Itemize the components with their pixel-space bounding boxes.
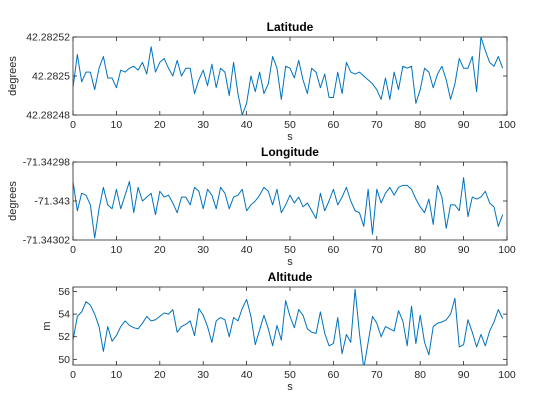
altitude-plot-area [72,286,508,366]
longitude-y-tick-label: -71.34298 [23,157,70,169]
latitude-chart: 0 10 20 30 40 50 60 70 80 90 100 42.28248 42.2825 42.… [7,20,516,143]
altitude-y-tick-label: 50 [58,354,70,366]
longitude-y-axis-label: degrees [7,181,19,221]
longitude-x-tick-label: 50 [284,244,296,256]
altitude-x-tick-label: 50 [284,369,296,381]
altitude-x-tick-label: 30 [197,369,209,381]
latitude-x-tick-label: 50 [284,119,296,131]
longitude-x-tick-label: 40 [241,244,253,256]
longitude-plot-area [72,161,508,241]
latitude-x-tick-label: 90 [458,119,470,131]
altitude-y-tick-label: 54 [58,309,70,321]
altitude-y-tick-label: 56 [58,286,70,298]
longitude-chart-title: Longitude [261,145,319,159]
altitude-x-tick-label: 40 [241,369,253,381]
latitude-x-tick-label: 70 [371,119,383,131]
altitude-y-axis-label: m [41,321,53,330]
altitude-y-tick-label: 52 [58,331,70,343]
altitude-x-tick-label: 70 [371,369,383,381]
latitude-y-axis-label: degrees [7,56,19,96]
latitude-x-tick-label: 0 [70,119,76,131]
latitude-x-tick-label: 80 [414,119,426,131]
altitude-x-tick-label: 80 [414,369,426,381]
latitude-y-tick-label: 42.28252 [26,32,70,44]
latitude-y-tick-label: 42.28248 [26,110,70,122]
longitude-x-tick-label: 90 [458,244,470,256]
altitude-chart: 0 10 20 30 40 50 60 70 80 90 100 50 52 54 56 Altitude s m [41,270,516,393]
altitude-x-tick-label: 0 [70,369,76,381]
charts: 0 10 20 30 40 50 60 70 80 90 10042.2824842.282542.… [7,20,516,393]
latitude-x-tick-label: 100 [498,119,516,131]
latitude-x-tick-label: 30 [197,119,209,131]
longitude-y-tick-label: -71.343 [34,196,70,208]
latitude-x-axis-label: s [287,131,293,143]
longitude-chart: 0 10 20 30 40 50 60 70 80 90 100 -71.34302 -71.343 -7… [7,145,516,268]
longitude-x-tick-label: 0 [70,244,76,256]
longitude-x-tick-label: 10 [111,244,123,256]
altitude-x-tick-label: 10 [111,369,123,381]
latitude-series-line [73,37,504,115]
longitude-series-line [73,177,504,239]
longitude-x-tick-label: 70 [371,244,383,256]
latitude-x-tick-label: 10 [111,119,123,131]
longitude-x-axis-label: s [287,256,293,268]
altitude-x-tick-label: 90 [458,369,470,381]
latitude-x-tick-label: 20 [154,119,166,131]
longitude-x-tick-label: 100 [498,244,516,256]
latitude-x-tick-label: 60 [328,119,340,131]
longitude-x-tick-label: 60 [328,244,340,256]
longitude-x-tick-label: 30 [197,244,209,256]
altitude-x-tick-label: 60 [328,369,340,381]
latitude-chart-title: Latitude [267,20,314,34]
longitude-x-tick-label: 20 [154,244,166,256]
altitude-x-axis-label: s [287,381,293,393]
latitude-y-tick-label: 42.2825 [32,71,70,83]
latitude-x-tick-label: 40 [241,119,253,131]
latitude-plot-area [72,36,508,116]
altitude-series-line [73,288,504,365]
longitude-x-tick-label: 80 [414,244,426,256]
longitude-y-tick-label: -71.34302 [23,235,70,247]
altitude-x-tick-label: 20 [154,369,166,381]
altitude-x-tick-label: 100 [498,369,516,381]
altitude-chart-title: Altitude [268,270,313,284]
